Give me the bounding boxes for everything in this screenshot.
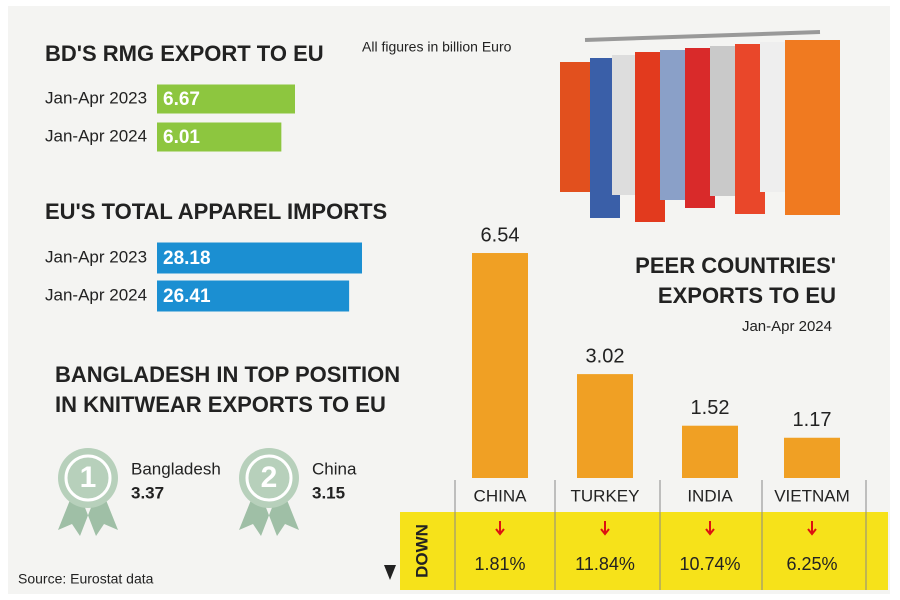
bar	[577, 374, 633, 478]
rank: 2	[261, 461, 278, 494]
bar	[682, 425, 738, 478]
category-label: Jan-Apr 2023	[45, 247, 147, 266]
country-name: China	[312, 459, 357, 478]
source: Source: Eurostat data	[18, 571, 154, 587]
bar	[784, 437, 840, 478]
country-value: 3.15	[312, 483, 345, 502]
change-row	[400, 512, 888, 590]
medal-icon	[58, 448, 299, 536]
category-label: CHINA	[474, 486, 528, 505]
change-row-label: DOWN	[412, 524, 431, 578]
bar	[157, 122, 282, 152]
category-label: Jan-Apr 2024	[45, 285, 147, 304]
bar	[472, 253, 528, 478]
rank: 1	[80, 461, 97, 494]
category-label: Jan-Apr 2023	[45, 88, 147, 107]
value-label: 6.01	[163, 127, 200, 148]
value-label: 1.52	[691, 397, 730, 419]
down-arrow	[705, 521, 715, 536]
chart-title: EXPORTS TO EU	[658, 283, 836, 308]
category-label: VIETNAM	[774, 486, 850, 505]
bar	[157, 84, 295, 114]
change-label: 1.81%	[474, 554, 525, 574]
chart-title: BD'S RMG EXPORT TO EU	[45, 41, 324, 66]
category-label: Jan-Apr 2024	[45, 126, 147, 145]
down-arrow	[600, 521, 610, 536]
change-label: 6.25%	[786, 554, 837, 574]
country-value: 3.37	[131, 483, 164, 502]
country-name: Bangladesh	[131, 459, 221, 478]
chart-subtitle: Jan-Apr 2024	[742, 318, 832, 335]
change-label: 11.84%	[575, 554, 635, 574]
value-label: 26.41	[163, 286, 211, 307]
pointer	[384, 565, 396, 580]
change-label: 10.74%	[679, 554, 740, 574]
value-label: 3.02	[586, 345, 625, 367]
chart-title: EU'S TOTAL APPAREL IMPORTS	[45, 199, 387, 224]
down-arrow	[807, 521, 817, 536]
clothes-photo	[560, 30, 840, 222]
chart-title: PEER COUNTRIES'	[635, 253, 836, 278]
bar	[157, 242, 362, 274]
note: All figures in billion Euro	[362, 39, 512, 55]
section-title: BANGLADESH IN TOP POSITION	[55, 362, 400, 387]
value-label: 6.54	[481, 224, 520, 246]
value-label: 28.18	[163, 248, 211, 269]
section-title: IN KNITWEAR EXPORTS TO EU	[55, 392, 386, 417]
value-label: 1.17	[793, 409, 832, 431]
category-label: TURKEY	[571, 486, 640, 505]
value-label: 6.67	[163, 89, 200, 110]
down-arrow	[495, 521, 505, 536]
category-label: INDIA	[687, 486, 733, 505]
bar	[157, 280, 350, 312]
